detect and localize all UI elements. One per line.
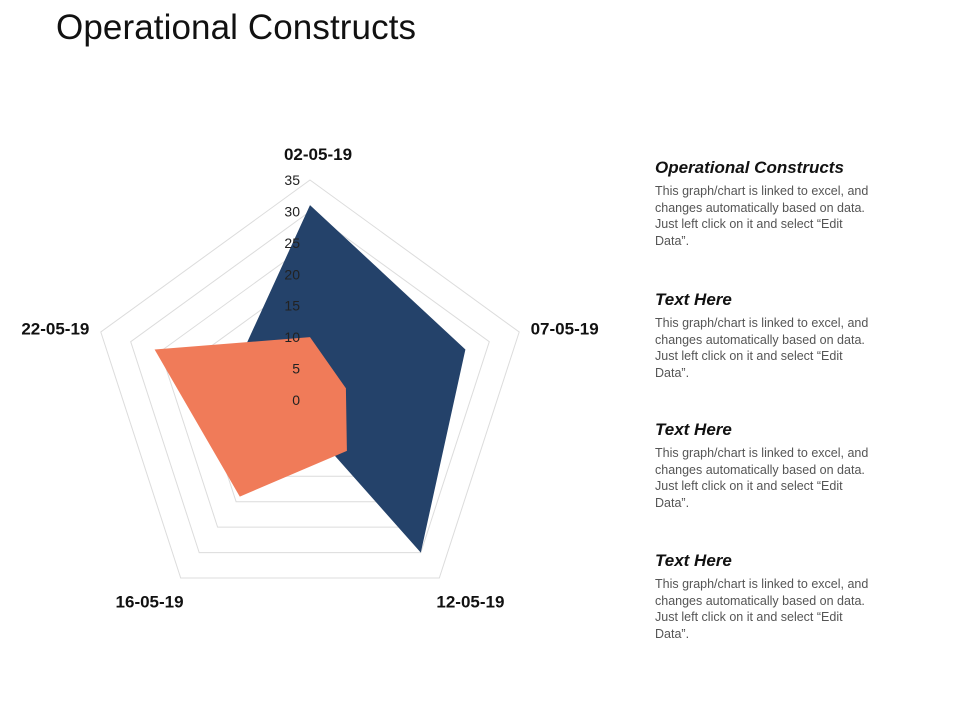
sidebar-heading: Operational Constructs: [655, 158, 844, 177]
sidebar-text: This graph/chart is linked to excel, and…: [655, 184, 869, 248]
sidebar-text: This graph/chart is linked to excel, and…: [655, 446, 869, 510]
tick-label: 0: [292, 392, 300, 408]
sidebar-heading: Text Here: [655, 290, 732, 309]
radar-chart[interactable]: 0 5 10 15 20 25 30 35 02-05-19 07-05-19 12-05-19 1…: [0, 0, 640, 720]
axis-label-16-05-19: 16-05-19: [116, 593, 184, 612]
sidebar-text: This graph/chart is linked to excel, and…: [655, 577, 869, 641]
sidebar-heading: Text Here: [655, 420, 732, 439]
axis-label-22-05-19: 22-05-19: [21, 319, 89, 338]
radar-tick-labels: 0 5 10 15 20 25 30 35: [284, 172, 300, 408]
series-1-area[interactable]: [232, 205, 466, 553]
grid-ring: [130, 210, 490, 554]
axis-label-02-05-19: 02-05-19: [284, 145, 352, 164]
sidebar-block-2: Text Here This graph/chart is linked to …: [655, 290, 880, 381]
axis-label-07-05-19: 07-05-19: [531, 319, 599, 338]
tick-label: 20: [284, 266, 300, 282]
page-title: Operational Constructs: [56, 8, 417, 47]
axis-label-12-05-19: 12-05-19: [436, 593, 504, 612]
radar-axis-labels: 02-05-19 07-05-19 12-05-19 16-05-19 22-05-19: [21, 145, 598, 612]
tick-label: 25: [284, 235, 300, 251]
tick-label: 35: [284, 172, 300, 188]
sidebar-heading: Text Here: [655, 551, 732, 570]
sidebar-block-4: Text Here This graph/chart is linked to …: [655, 551, 880, 642]
sidebar-block-1: Operational Constructs This graph/chart …: [655, 158, 880, 249]
grid-ring: [100, 179, 520, 579]
radar-series: [154, 205, 466, 553]
series-2-area[interactable]: [154, 337, 347, 497]
tick-label: 15: [284, 298, 300, 314]
tick-label: 30: [284, 203, 300, 219]
tick-label: 10: [284, 329, 300, 345]
tick-label: 5: [292, 361, 300, 377]
sidebar-text: This graph/chart is linked to excel, and…: [655, 316, 869, 380]
sidebar-block-3: Text Here This graph/chart is linked to …: [655, 420, 880, 511]
